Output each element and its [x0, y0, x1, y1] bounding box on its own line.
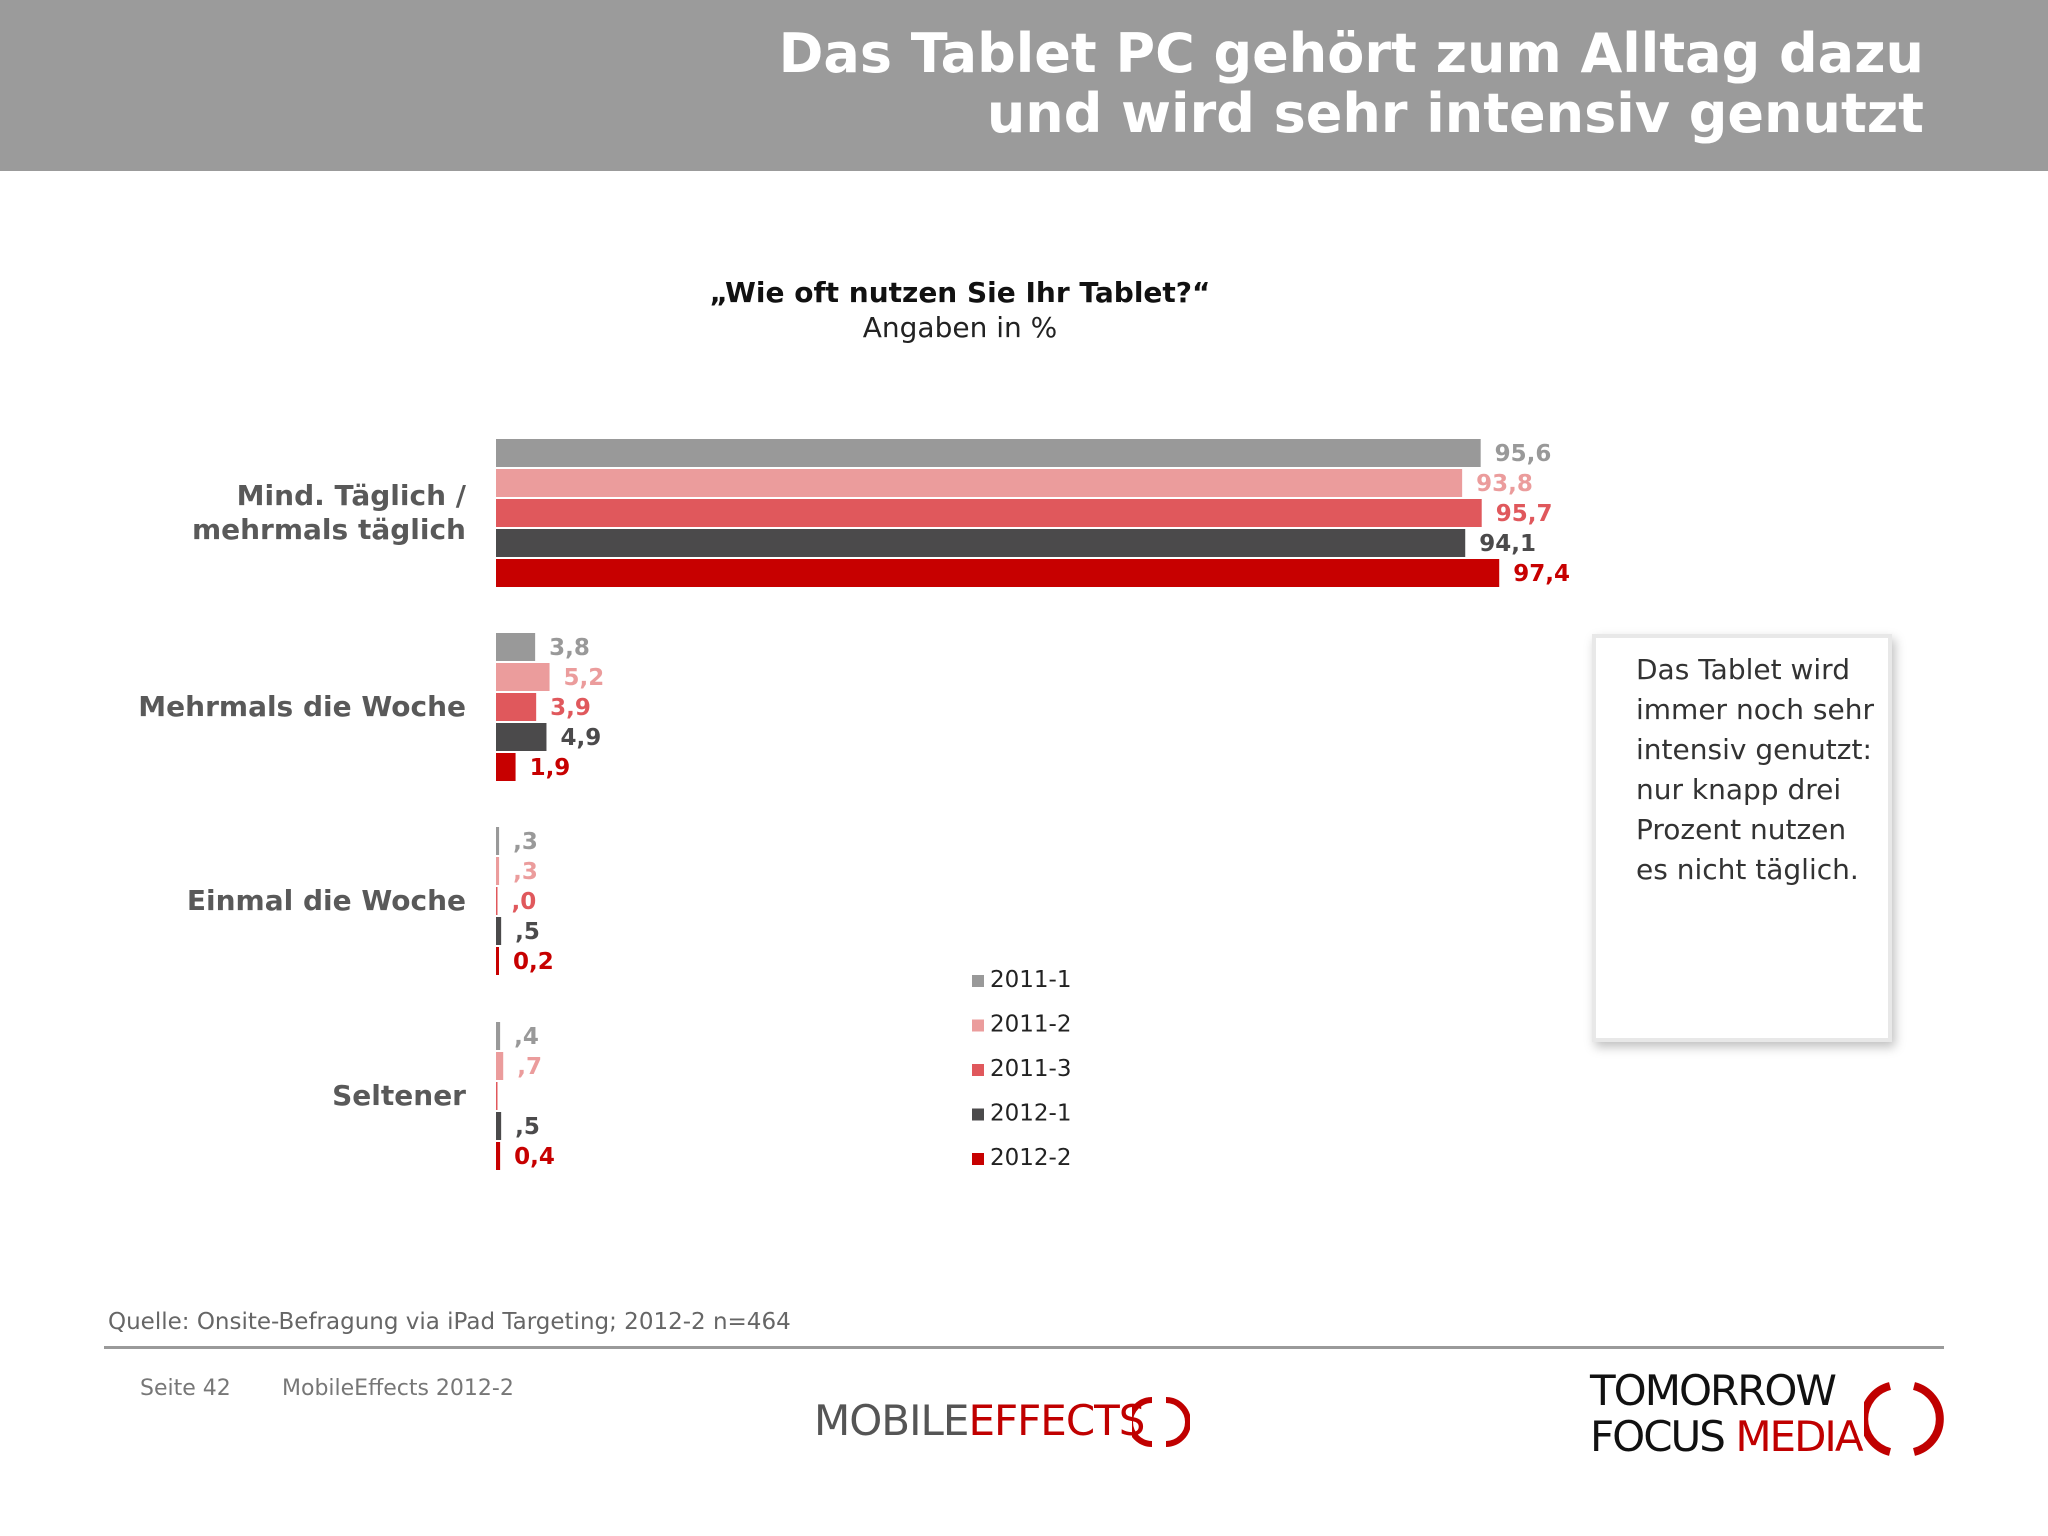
- bar: [496, 917, 502, 945]
- page-number: Seite 42: [140, 1376, 231, 1401]
- title-line-1: Das Tablet PC gehört zum Alltag dazu: [778, 22, 1924, 85]
- bar: [496, 1112, 502, 1140]
- tomorrow-focus-media-logo: TOMORROW FOCUS MEDIA: [1590, 1366, 1864, 1461]
- data-label: 95,7: [1496, 501, 1553, 527]
- data-label: ,5: [515, 919, 540, 945]
- mobile-effects-logo: MOBILEEFFECTS: [814, 1396, 1145, 1445]
- tomorrow-focus-media-ring-icon: [1864, 1382, 1944, 1456]
- data-label: 5,2: [564, 665, 605, 691]
- bar: [496, 1052, 504, 1080]
- bar: [496, 947, 499, 975]
- bar: [496, 1022, 501, 1050]
- legend-swatch: [972, 1153, 984, 1165]
- data-label: ,5: [515, 1114, 540, 1140]
- data-label: ,3: [513, 859, 538, 885]
- bar: [496, 753, 516, 781]
- bar: [496, 887, 498, 915]
- bar: [496, 529, 1466, 557]
- bar: [496, 469, 1463, 497]
- question-text: „Wie oft nutzen Sie Ihr Tablet?“: [709, 276, 1211, 309]
- data-label: 0,4: [514, 1144, 555, 1170]
- bar: [496, 663, 550, 691]
- data-label: 4,9: [560, 725, 601, 751]
- note-card: [1592, 634, 1892, 1042]
- data-label: 1,9: [530, 755, 571, 781]
- note-text: Das Tablet wird immer noch sehr intensiv…: [1636, 653, 1874, 886]
- data-label: ,7: [517, 1054, 542, 1080]
- legend-swatch: [972, 1019, 984, 1032]
- header-bar: Das Tablet PC gehört zum Alltag dazu und…: [0, 0, 2048, 171]
- data-label: ,4: [514, 1024, 539, 1050]
- legend-label: 2012-1: [990, 1101, 1071, 1127]
- data-label: 95,6: [1495, 441, 1552, 467]
- unit-text: Angaben in %: [862, 311, 1058, 344]
- data-label: 97,4: [1513, 561, 1570, 587]
- footer-divider: [104, 1346, 1944, 1349]
- data-label: 3,8: [549, 635, 590, 661]
- bar: [496, 723, 547, 751]
- bar: [496, 1082, 498, 1110]
- bar: [496, 827, 500, 855]
- legend-swatch: [972, 1108, 984, 1121]
- publication-name: MobileEffects 2012-2: [282, 1376, 514, 1401]
- page-title: Das Tablet PC gehört zum Alltag dazu und…: [779, 24, 1924, 144]
- category-label: Mind. Täglich / mehrmals täglich: [192, 479, 467, 546]
- mobile-effects-ring-icon: [1132, 1397, 1190, 1447]
- title-line-2: und wird sehr intensiv genutzt: [986, 82, 1924, 145]
- bar: [496, 633, 536, 661]
- source-text: Quelle: Onsite-Befragung via iPad Target…: [108, 1309, 791, 1335]
- category-label: Einmal die Woche: [187, 884, 466, 917]
- data-label: ,3: [513, 829, 538, 855]
- category-label: Mehrmals die Woche: [138, 690, 466, 723]
- legend-label: 2012-2: [990, 1145, 1071, 1171]
- bar: [496, 693, 537, 721]
- legend-swatch: [972, 975, 984, 987]
- legend-swatch: [972, 1064, 984, 1076]
- data-label: ,0: [512, 889, 537, 915]
- bar: [496, 1142, 501, 1170]
- data-label: 94,1: [1479, 531, 1536, 557]
- legend-label: 2011-1: [990, 967, 1071, 993]
- chart-question: „Wie oft nutzen Sie Ihr Tablet?“ Angaben…: [610, 276, 1310, 344]
- bar: [496, 857, 500, 885]
- legend-label: 2011-3: [990, 1056, 1071, 1082]
- data-label: 93,8: [1476, 471, 1533, 497]
- data-label: 0,2: [513, 949, 554, 975]
- data-label: 3,9: [550, 695, 591, 721]
- legend-label: 2011-2: [990, 1012, 1071, 1038]
- bar: [496, 439, 1481, 467]
- bar: [496, 499, 1482, 527]
- bar: [496, 559, 1500, 587]
- category-label: Seltener: [332, 1079, 466, 1112]
